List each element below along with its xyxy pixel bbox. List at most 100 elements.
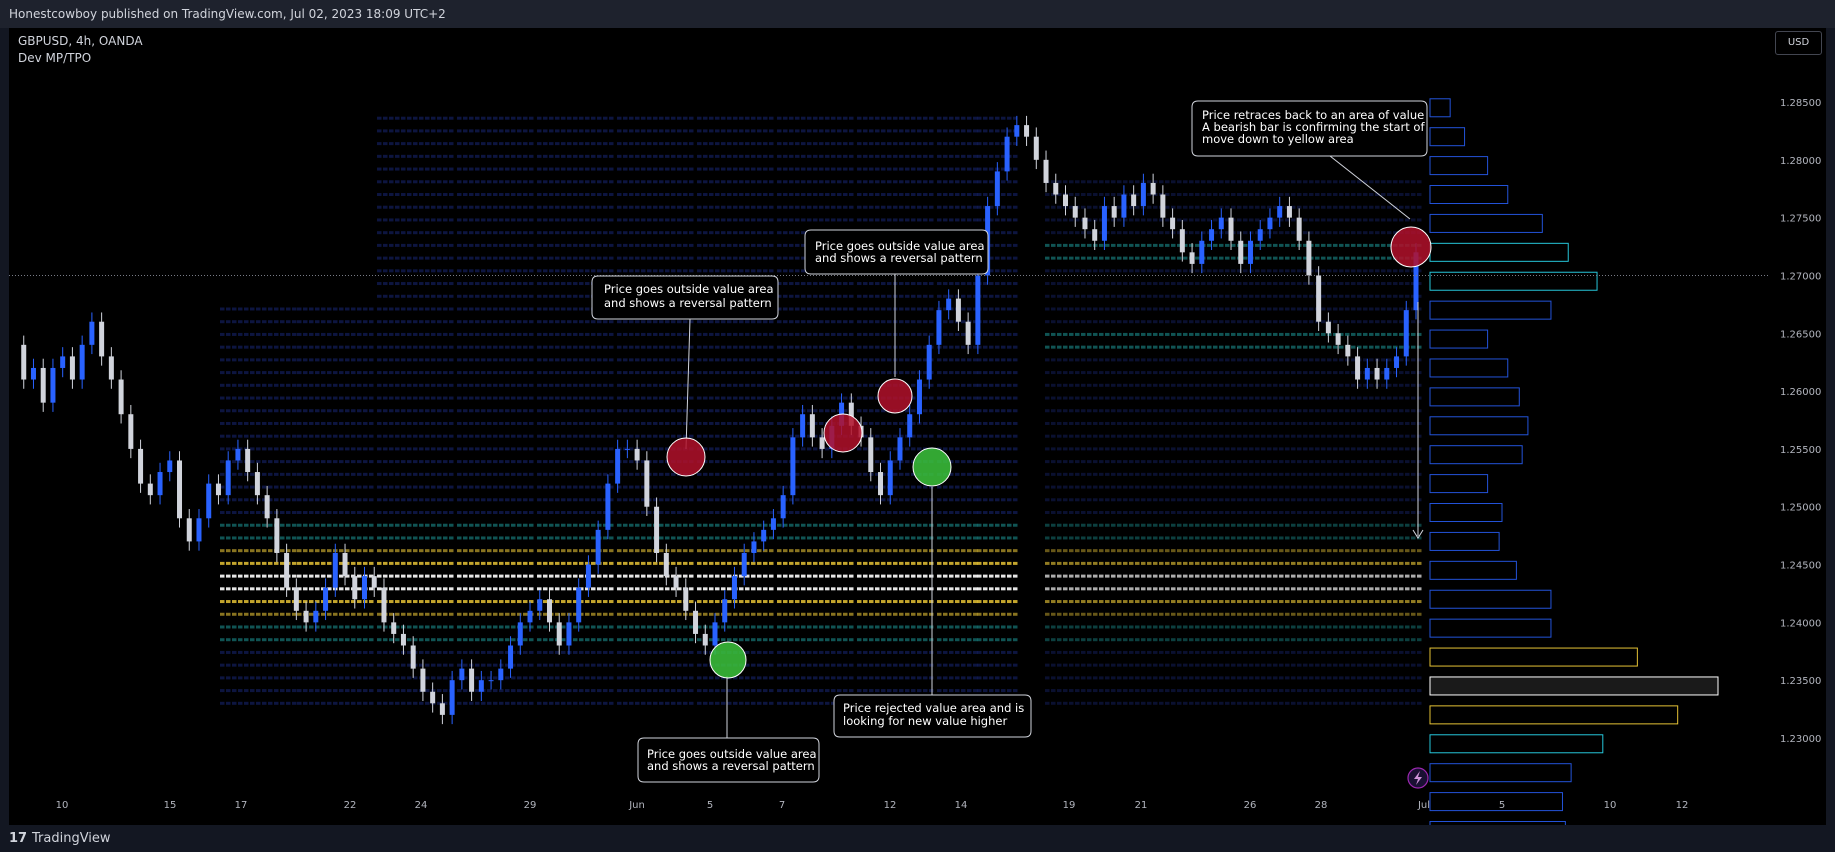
tpo-block <box>659 650 664 654</box>
tpo-block <box>475 689 480 693</box>
tpo-block <box>967 409 972 413</box>
tpo-block <box>1297 409 1302 413</box>
tpo-block <box>549 472 554 476</box>
tpo-block <box>333 612 338 616</box>
tpo-block <box>1087 612 1092 616</box>
tpo-block <box>1309 638 1314 642</box>
tpo-block <box>1213 485 1218 489</box>
tpo-block <box>869 561 874 565</box>
tpo-block <box>493 460 498 464</box>
tpo-block <box>1321 498 1326 502</box>
tpo-block <box>232 460 237 464</box>
tpo-block <box>321 460 326 464</box>
tpo-block <box>689 689 694 693</box>
tpo-block <box>819 498 824 502</box>
tpo-block <box>629 409 634 413</box>
tpo-block <box>339 689 344 693</box>
tpo-block <box>1001 663 1006 667</box>
tpo-block <box>689 701 694 705</box>
tpo-block <box>407 536 412 540</box>
tpo-block <box>813 625 818 629</box>
tpo-block <box>1357 472 1362 476</box>
tpo-block <box>831 676 836 680</box>
tpo-block <box>1243 638 1248 642</box>
tpo-block <box>745 498 750 502</box>
tpo-block <box>543 587 548 591</box>
tpo-block <box>1141 701 1146 705</box>
symbol-legend[interactable]: GBPUSD, 4h, OANDA <box>18 34 143 48</box>
tpo-block <box>1393 574 1398 578</box>
price-chart[interactable]: 1.285001.280001.275001.270001.265001.260… <box>9 28 1826 825</box>
tpo-block <box>1309 676 1314 680</box>
tpo-block <box>837 676 842 680</box>
tpo-block <box>917 511 922 515</box>
tpo-block <box>1261 485 1266 489</box>
tpo-block <box>789 561 794 565</box>
tpo-block <box>449 561 454 565</box>
chart-area[interactable]: 1.28500 1.28000 1.27500 1.27000 1.26500 1.260… <box>9 28 1826 825</box>
tpo-block <box>226 447 231 451</box>
tpo-block <box>1351 549 1356 553</box>
tpo-block <box>573 689 578 693</box>
tpo-block <box>715 701 720 705</box>
tpo-block <box>1243 612 1248 616</box>
tpo-block <box>529 498 534 502</box>
tpo-block <box>469 472 474 476</box>
tpo-block <box>431 523 436 527</box>
tpo-block <box>609 549 614 553</box>
tpo-block <box>831 701 836 705</box>
tpo-block <box>555 663 560 667</box>
tpo-block <box>463 383 468 387</box>
tpo-block <box>262 676 267 680</box>
tpo-block <box>1051 523 1056 527</box>
tpo-block <box>837 549 842 553</box>
tpo-block <box>250 485 255 489</box>
currency-button[interactable]: USD <box>1775 31 1822 55</box>
tpo-block <box>887 689 892 693</box>
tpo-block <box>292 676 297 680</box>
tpo-block <box>1213 689 1218 693</box>
tpo-block <box>1207 498 1212 502</box>
tpo-block <box>751 460 756 464</box>
tpo-block <box>357 612 362 616</box>
tpo-block <box>345 409 350 413</box>
tpo-block <box>1357 625 1362 629</box>
tpo-block <box>309 472 314 476</box>
tpo-block <box>499 421 504 425</box>
tpo-block <box>413 689 418 693</box>
tpo-block <box>603 472 608 476</box>
tpo-block <box>523 650 528 654</box>
tpo-block <box>425 561 430 565</box>
indicator-legend[interactable]: Dev MP/TPO <box>18 51 92 65</box>
tpo-block <box>309 396 314 400</box>
tpo-block <box>623 650 628 654</box>
tpo-block <box>457 701 462 705</box>
tpo-block <box>1171 587 1176 591</box>
tpo-block <box>1405 434 1410 438</box>
tpo-block <box>647 650 652 654</box>
tpo-block <box>226 409 231 413</box>
tpo-block <box>1405 587 1410 591</box>
tpo-block <box>961 561 966 565</box>
tpo-block <box>383 689 388 693</box>
tpo-block <box>1417 561 1422 565</box>
tpo-block <box>1387 421 1392 425</box>
tpo-block <box>238 383 243 387</box>
tpo-block <box>244 383 249 387</box>
tpo-block <box>1093 676 1098 680</box>
tpo-block <box>1411 587 1416 591</box>
tpo-block <box>905 447 910 451</box>
tpo-block <box>1129 561 1134 565</box>
tpo-block <box>286 472 291 476</box>
tpo-block <box>517 612 522 616</box>
tpo-block <box>1345 434 1350 438</box>
tpo-block <box>973 561 978 565</box>
tpo-block <box>1165 485 1170 489</box>
tpo-block <box>363 663 368 667</box>
tpo-block <box>1237 523 1242 527</box>
tpo-block <box>1153 701 1158 705</box>
tpo-block <box>315 460 320 464</box>
tpo-block <box>795 460 800 464</box>
tpo-block <box>697 498 702 502</box>
tpo-block <box>232 396 237 400</box>
